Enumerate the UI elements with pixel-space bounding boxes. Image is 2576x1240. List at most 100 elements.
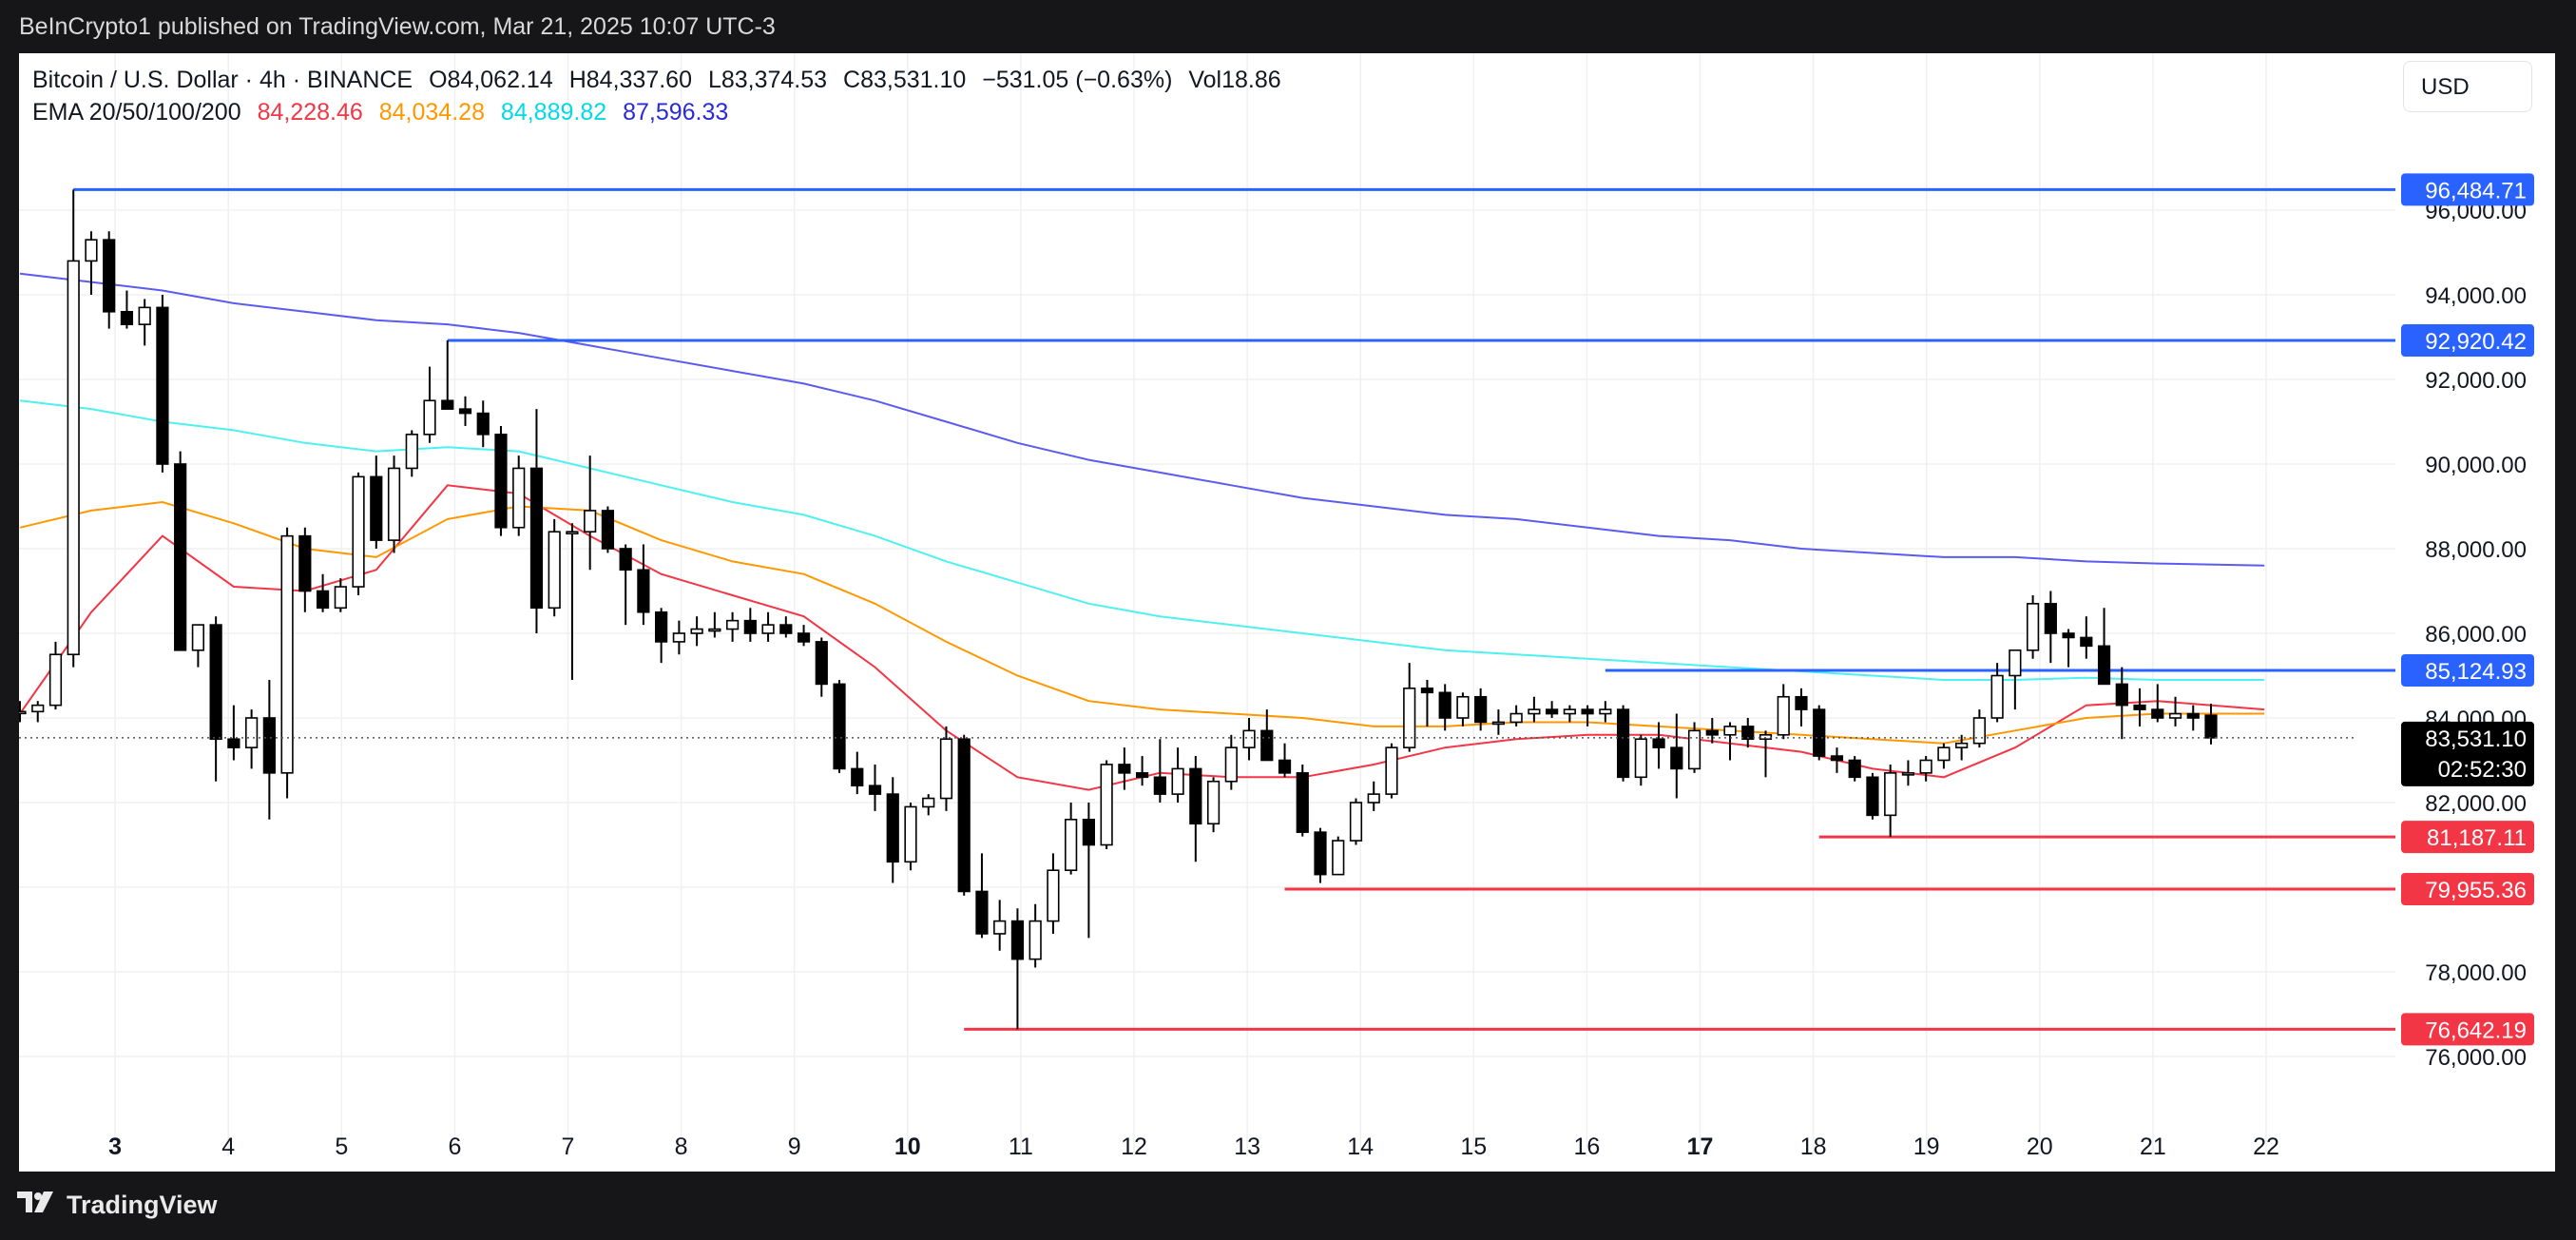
time-tick-label: 20	[2027, 1133, 2053, 1160]
price-tick-label: 78,000.00	[2425, 960, 2527, 986]
level-price-label: 85,124.93	[2425, 659, 2527, 685]
candle-body	[1474, 695, 1488, 724]
price-chart[interactable]: 76,000.0078,000.0080,000.0082,000.0084,0…	[19, 53, 2555, 1172]
candle-body	[352, 475, 365, 588]
candle-body	[1296, 772, 1309, 833]
candle-body	[387, 467, 401, 541]
ema100-value: 84,889.82	[500, 99, 607, 126]
price-tick-label: 82,000.00	[2425, 791, 2527, 817]
candle-body	[298, 534, 312, 592]
symbol-name[interactable]: Bitcoin / U.S. Dollar · 4h · BINANCE	[32, 67, 413, 93]
ohlc-close: C83,531.10	[843, 67, 967, 93]
candle-body	[975, 890, 989, 935]
candle-body	[1616, 708, 1630, 779]
candle-body	[1332, 840, 1345, 876]
time-tick-label: 19	[1913, 1133, 1940, 1160]
candle-body	[1599, 708, 1612, 715]
candle-body	[1100, 764, 1113, 846]
candle-body	[743, 619, 757, 634]
time-tick-label: 18	[1800, 1133, 1827, 1160]
candle-body	[1224, 746, 1238, 783]
candle-body	[1705, 729, 1719, 736]
time-tick-label: 4	[221, 1133, 235, 1160]
candle-body	[1047, 869, 1060, 922]
candle-body	[1848, 759, 1861, 779]
candle-body	[584, 510, 597, 533]
candle-body	[1206, 780, 1221, 825]
horizontal-levels[interactable]	[73, 187, 2395, 1031]
candle-body	[48, 653, 63, 707]
price-tick-label: 88,000.00	[2425, 537, 2527, 563]
candle-body	[209, 624, 222, 741]
candle-body	[476, 412, 490, 436]
candle-body	[1563, 708, 1576, 715]
candle-body	[851, 767, 864, 787]
candle-body	[886, 793, 899, 863]
level-price-tag	[2401, 173, 2534, 206]
candle-body	[370, 475, 383, 541]
candle-body	[1438, 691, 1451, 719]
time-tick-label: 10	[894, 1133, 921, 1160]
footer-brand[interactable]: TradingView	[67, 1191, 218, 1219]
candle-body	[405, 434, 418, 470]
ema50-value: 84,034.28	[378, 99, 485, 126]
candle-body	[1777, 695, 1790, 736]
candle-body	[1866, 776, 1879, 817]
candle-body	[1171, 767, 1184, 795]
time-tick-label: 9	[788, 1133, 801, 1160]
candle-body	[548, 531, 561, 610]
candle-body	[1456, 695, 1470, 719]
candle-body	[2115, 683, 2128, 707]
ema200-value: 87,596.33	[623, 99, 729, 126]
candle-body	[1670, 746, 1683, 770]
ohlc-high: H84,337.60	[568, 67, 692, 93]
candle-body	[334, 586, 347, 610]
candle-body	[423, 399, 436, 436]
time-tick-label: 17	[1687, 1133, 1714, 1160]
level-price-tag	[2401, 324, 2534, 358]
candle-body	[512, 467, 526, 529]
candle-body	[1884, 772, 1897, 817]
candle-body	[1795, 695, 1808, 710]
candle-body	[191, 624, 205, 651]
candle-body	[19, 710, 27, 715]
ema20-value: 84,228.46	[257, 99, 363, 126]
symbol-info: Bitcoin / U.S. Dollar · 4h · BINANCE O84…	[32, 67, 1291, 94]
candle-body	[138, 306, 151, 325]
candle-body	[494, 434, 508, 529]
candle-body	[2044, 603, 2057, 634]
ema-label[interactable]: EMA 20/50/100/200	[32, 99, 241, 126]
candle-body	[458, 408, 472, 415]
candle-body	[441, 399, 454, 410]
time-tick-label: 3	[108, 1133, 122, 1160]
candle-body	[262, 717, 276, 774]
candle-body	[1242, 729, 1256, 748]
time-tick-label: 11	[1009, 1133, 1033, 1160]
candle-body	[672, 632, 685, 643]
ema-legend: EMA 20/50/100/200 84,228.46 84,034.28 84…	[32, 99, 738, 126]
chart-area[interactable]: 76,000.0078,000.0080,000.0082,000.0084,0…	[19, 53, 2555, 1172]
candle-body	[1385, 746, 1398, 795]
price-tick-label: 92,000.00	[2425, 368, 2527, 394]
ema-line-ema50	[19, 500, 2265, 745]
candle-body	[1349, 802, 1363, 842]
candle-body	[601, 510, 615, 550]
candle-body	[85, 239, 98, 262]
candle-body	[227, 738, 240, 748]
candle-body	[939, 738, 953, 800]
candle-body	[156, 306, 169, 465]
time-tick-label: 12	[1121, 1133, 1147, 1160]
tradingview-logo-icon[interactable]	[17, 1192, 57, 1220]
candle-body	[2168, 712, 2182, 719]
level-price-tag	[2401, 1013, 2534, 1046]
candle-body	[1528, 708, 1541, 715]
currency-button[interactable]: USD	[2403, 61, 2532, 112]
candle-body	[1065, 818, 1078, 871]
candle-body	[922, 797, 935, 808]
time-axis[interactable]: 2345678910111213141516171819202122	[19, 1133, 2279, 1160]
candle-body	[868, 785, 882, 795]
candle-body	[1260, 729, 1274, 762]
candle-body	[2009, 649, 2022, 677]
candle-body	[1955, 742, 1969, 748]
ema-line-ema200	[19, 272, 2265, 567]
